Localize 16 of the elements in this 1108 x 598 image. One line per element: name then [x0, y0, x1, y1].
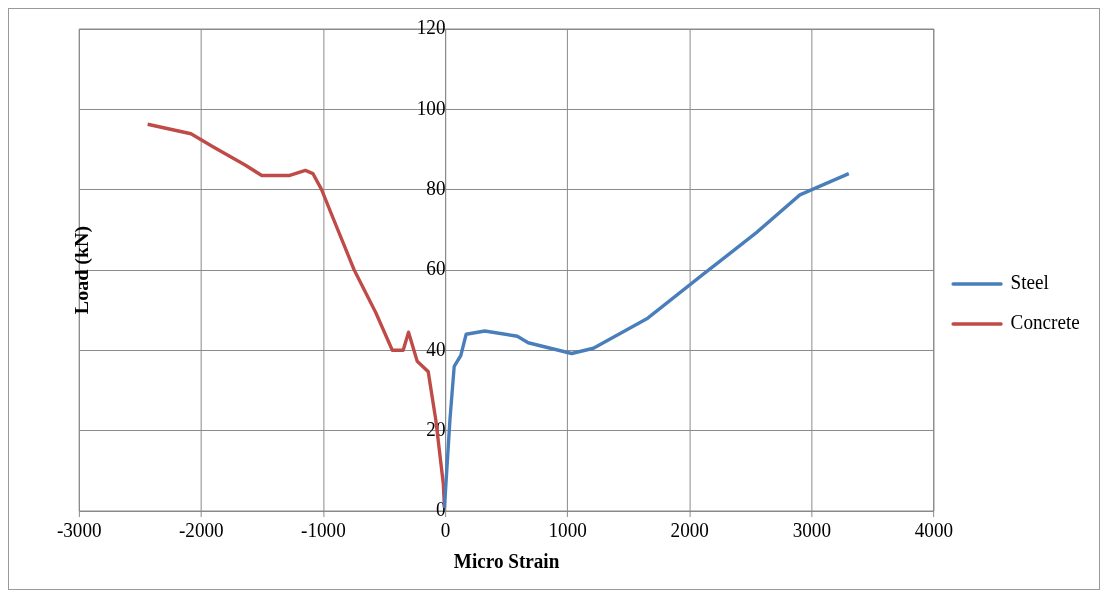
x-axis-title: Micro Strain — [453, 550, 560, 573]
y-tick-label: 40 — [426, 338, 446, 360]
x-tick-label: 3000 — [792, 519, 832, 542]
legend-label: Concrete — [1010, 311, 1081, 334]
y-tick-label: 80 — [426, 177, 446, 199]
y-tick-label: 60 — [426, 257, 446, 280]
x-tick-label: -1000 — [301, 519, 346, 542]
x-tick-label: 2000 — [670, 519, 710, 542]
x-tick-label: -3000 — [56, 519, 102, 542]
y-axis-title: Load (kN) — [70, 225, 93, 315]
x-tick-label: 4000 — [914, 519, 954, 542]
x-tick-label: 1000 — [548, 519, 587, 542]
y-tick-label: 120 — [416, 16, 446, 39]
y-tick-label: 100 — [416, 97, 446, 119]
legend-label: Steel — [1010, 271, 1050, 294]
x-tick-label: -2000 — [178, 519, 224, 542]
